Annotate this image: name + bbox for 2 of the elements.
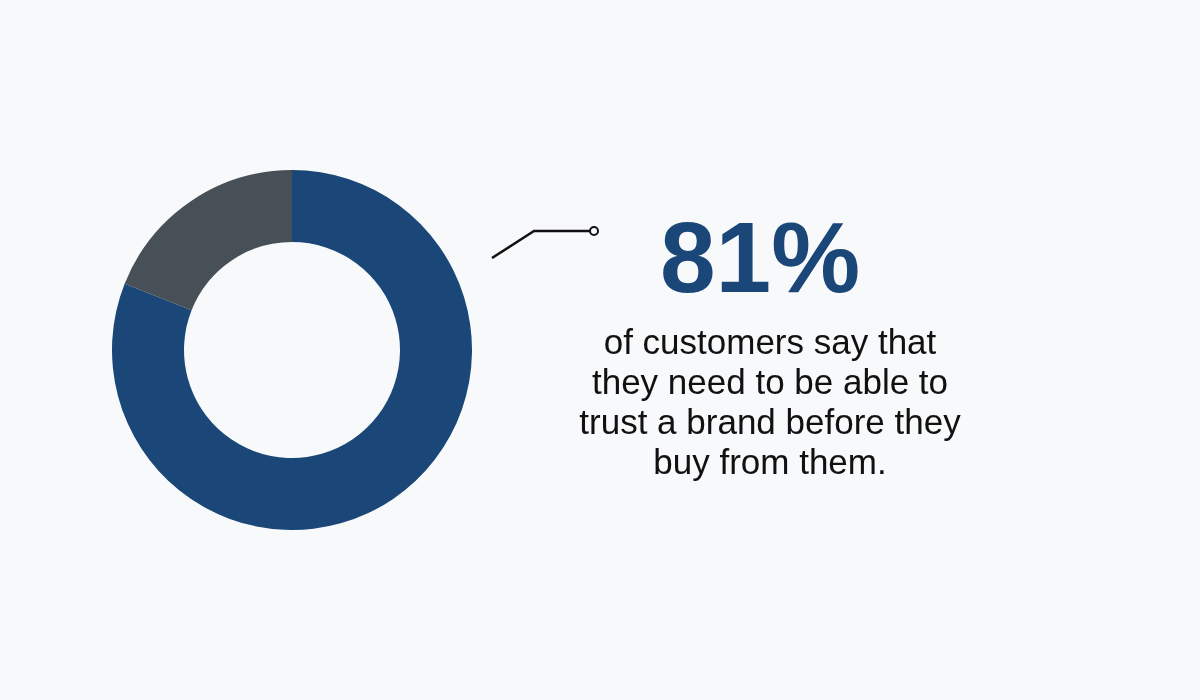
text: of customers say that they need to be able to trust a brand before they buy from them. (578, 322, 962, 482)
data-label: 81% (658, 200, 862, 315)
